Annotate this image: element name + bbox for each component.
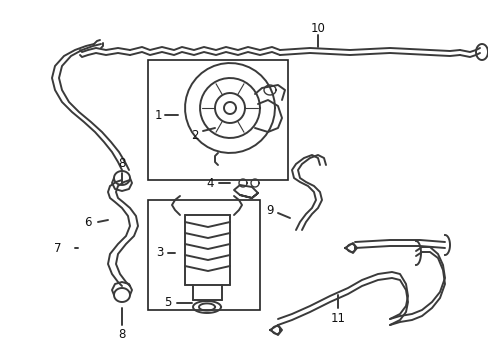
Bar — [148, 60, 287, 180]
Text: 8: 8 — [118, 157, 125, 170]
Text: 9: 9 — [265, 203, 273, 216]
Text: 5: 5 — [164, 297, 171, 310]
Bar — [148, 200, 260, 310]
Text: 11: 11 — [330, 311, 345, 324]
Text: 2: 2 — [191, 129, 198, 141]
Text: 1: 1 — [154, 108, 162, 122]
Text: 10: 10 — [310, 22, 325, 35]
Text: 3: 3 — [156, 247, 163, 260]
Text: 7: 7 — [54, 242, 61, 255]
Text: 4: 4 — [206, 176, 213, 189]
Text: 6: 6 — [84, 216, 92, 229]
Text: 8: 8 — [118, 328, 125, 342]
